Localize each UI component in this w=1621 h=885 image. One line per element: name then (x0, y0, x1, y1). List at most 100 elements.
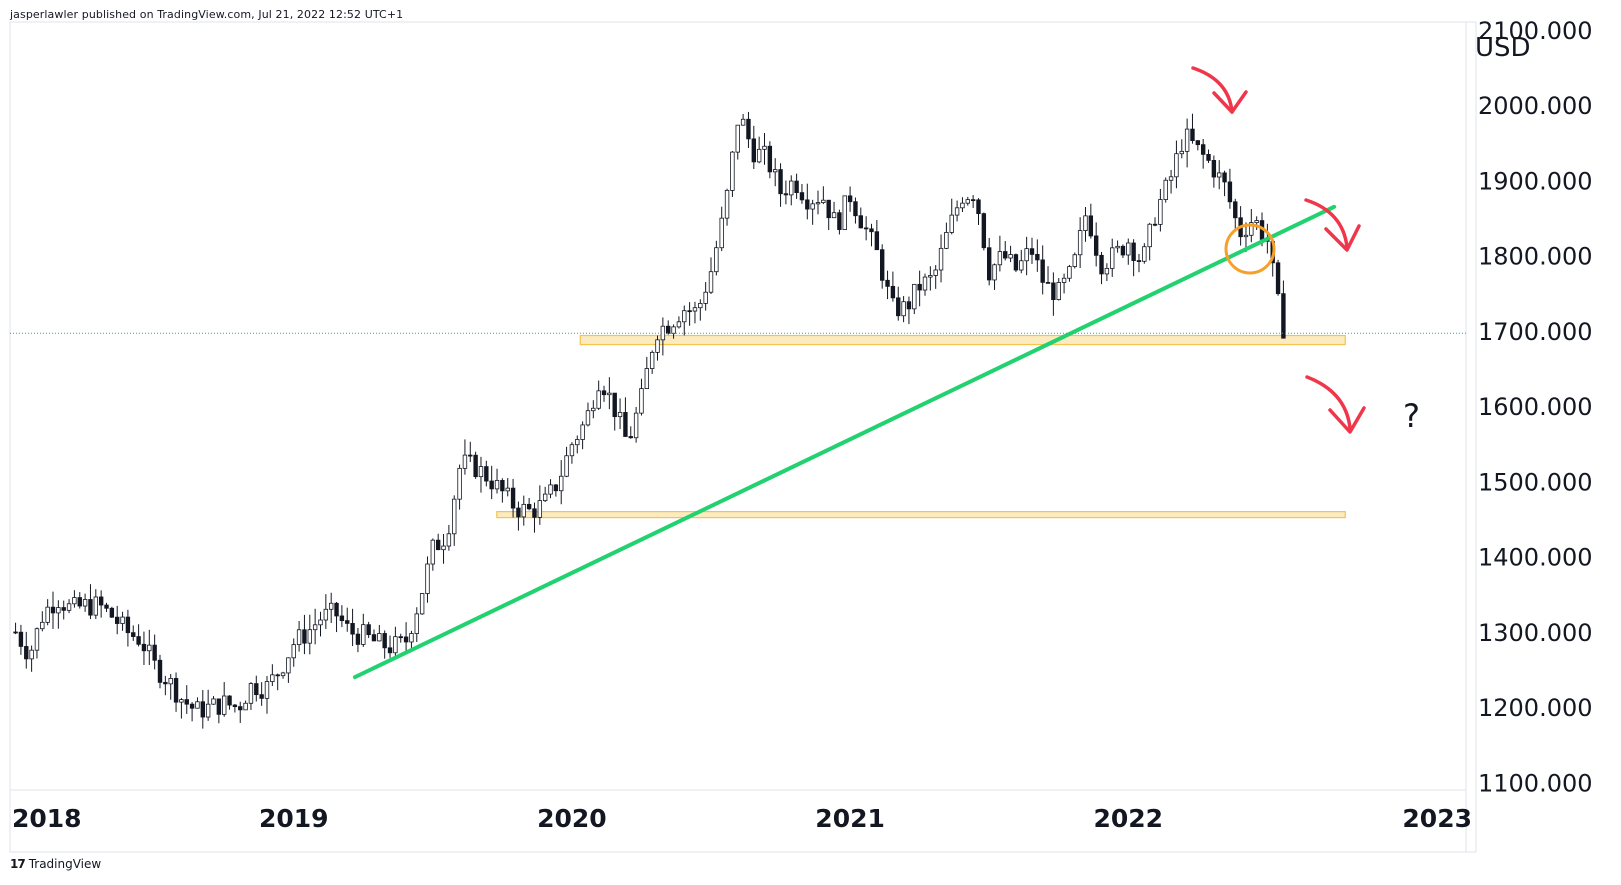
time-tick-label: 2021 (815, 804, 885, 833)
candle-body (671, 326, 676, 334)
candle-body (906, 301, 912, 310)
candle-body (238, 706, 243, 711)
candle-body (724, 189, 730, 219)
candle-body (179, 699, 184, 703)
candle-body (280, 672, 286, 677)
candle-body (756, 148, 762, 163)
candle-body (912, 283, 917, 310)
candle-body (901, 301, 906, 317)
candle-body (1093, 235, 1099, 256)
candle-body (601, 390, 607, 396)
candle-body (34, 628, 40, 651)
candle-body (842, 195, 847, 230)
candle-body (366, 624, 371, 636)
candle-body (1051, 282, 1056, 300)
candle-body (382, 633, 387, 649)
candle-body (1099, 254, 1104, 275)
candle-body (730, 151, 735, 191)
candle-body (933, 269, 938, 276)
candle-body (575, 439, 580, 446)
candle-body (810, 203, 815, 210)
candle-body (1249, 222, 1254, 236)
candle-body (1190, 128, 1195, 142)
candle-body (243, 702, 248, 711)
candle-body (591, 407, 596, 412)
candle-body (965, 199, 970, 204)
candle-body (1077, 230, 1083, 256)
candle-body (270, 674, 275, 682)
candle-body (1233, 201, 1238, 219)
candle-body (296, 629, 302, 646)
time-axis: 2018 2019 2020 2021 2022 2023 (12, 804, 1472, 833)
candle-body (1040, 259, 1045, 283)
candle-body (783, 193, 789, 196)
candle-body (211, 698, 216, 705)
candle-body (264, 681, 270, 699)
candle-body (815, 202, 821, 205)
candle-body (82, 599, 88, 607)
candle-body (997, 251, 1003, 266)
candle-body (623, 412, 628, 437)
time-tick-label: 2018 (12, 804, 82, 833)
candle-body (254, 683, 259, 696)
candle-body (1003, 251, 1008, 259)
candle-body (537, 500, 543, 518)
candle-body (350, 623, 355, 635)
candle-body (216, 698, 222, 715)
candle-body (821, 199, 826, 203)
candle-body (826, 199, 831, 219)
trendline-layer (352, 204, 1337, 680)
candle-body (1024, 248, 1029, 262)
candle-body (1206, 153, 1211, 161)
candle-body (1088, 215, 1094, 237)
candle-body (1029, 248, 1035, 255)
candle-body (473, 454, 478, 478)
candle-body (227, 695, 232, 706)
candle-body (714, 247, 719, 273)
candle-body (115, 616, 120, 624)
candle-body (387, 647, 393, 654)
candle-body (1254, 220, 1259, 224)
candle-body (446, 533, 452, 547)
candle-body (564, 455, 569, 477)
candle-body (559, 475, 564, 492)
candle-body (500, 480, 505, 492)
candle-body (189, 703, 195, 709)
candle-body (275, 674, 280, 677)
candle-body (666, 325, 671, 334)
candle-body (1120, 245, 1126, 256)
candle-body (18, 631, 24, 647)
candle-body (1275, 262, 1281, 295)
candle-body (649, 351, 655, 369)
candle-body (56, 607, 61, 614)
candle-body (740, 118, 746, 126)
candle-body (489, 480, 494, 490)
price-tick-label: 1500.000 (1478, 468, 1593, 496)
candle-body (789, 180, 794, 196)
candle-body (992, 264, 997, 281)
candle-body (77, 597, 82, 607)
candle-body (762, 145, 767, 150)
price-tick-label: 1100.000 (1478, 769, 1593, 797)
candle-body (863, 227, 869, 230)
candle-body (93, 596, 99, 616)
candle-body (548, 484, 553, 495)
candle-body (1013, 254, 1019, 271)
publisher-caption: jasperlawler published on TradingView.co… (10, 8, 404, 21)
candle-body (778, 169, 783, 195)
candle-body (307, 629, 312, 644)
price-tick-label: 2100.000 (1478, 17, 1593, 45)
time-tick-label: 2023 (1402, 804, 1472, 833)
time-tick-label: 2022 (1093, 804, 1163, 833)
candle-body (419, 593, 425, 615)
candle-body (612, 392, 617, 418)
rising-trendline (352, 204, 1337, 680)
support-zone (579, 334, 1346, 346)
candle-body (805, 199, 810, 210)
candle-body (328, 602, 334, 610)
candle-body (532, 508, 537, 518)
candle-body (1115, 245, 1120, 249)
candle-body (676, 321, 682, 328)
candle-body (628, 436, 633, 439)
